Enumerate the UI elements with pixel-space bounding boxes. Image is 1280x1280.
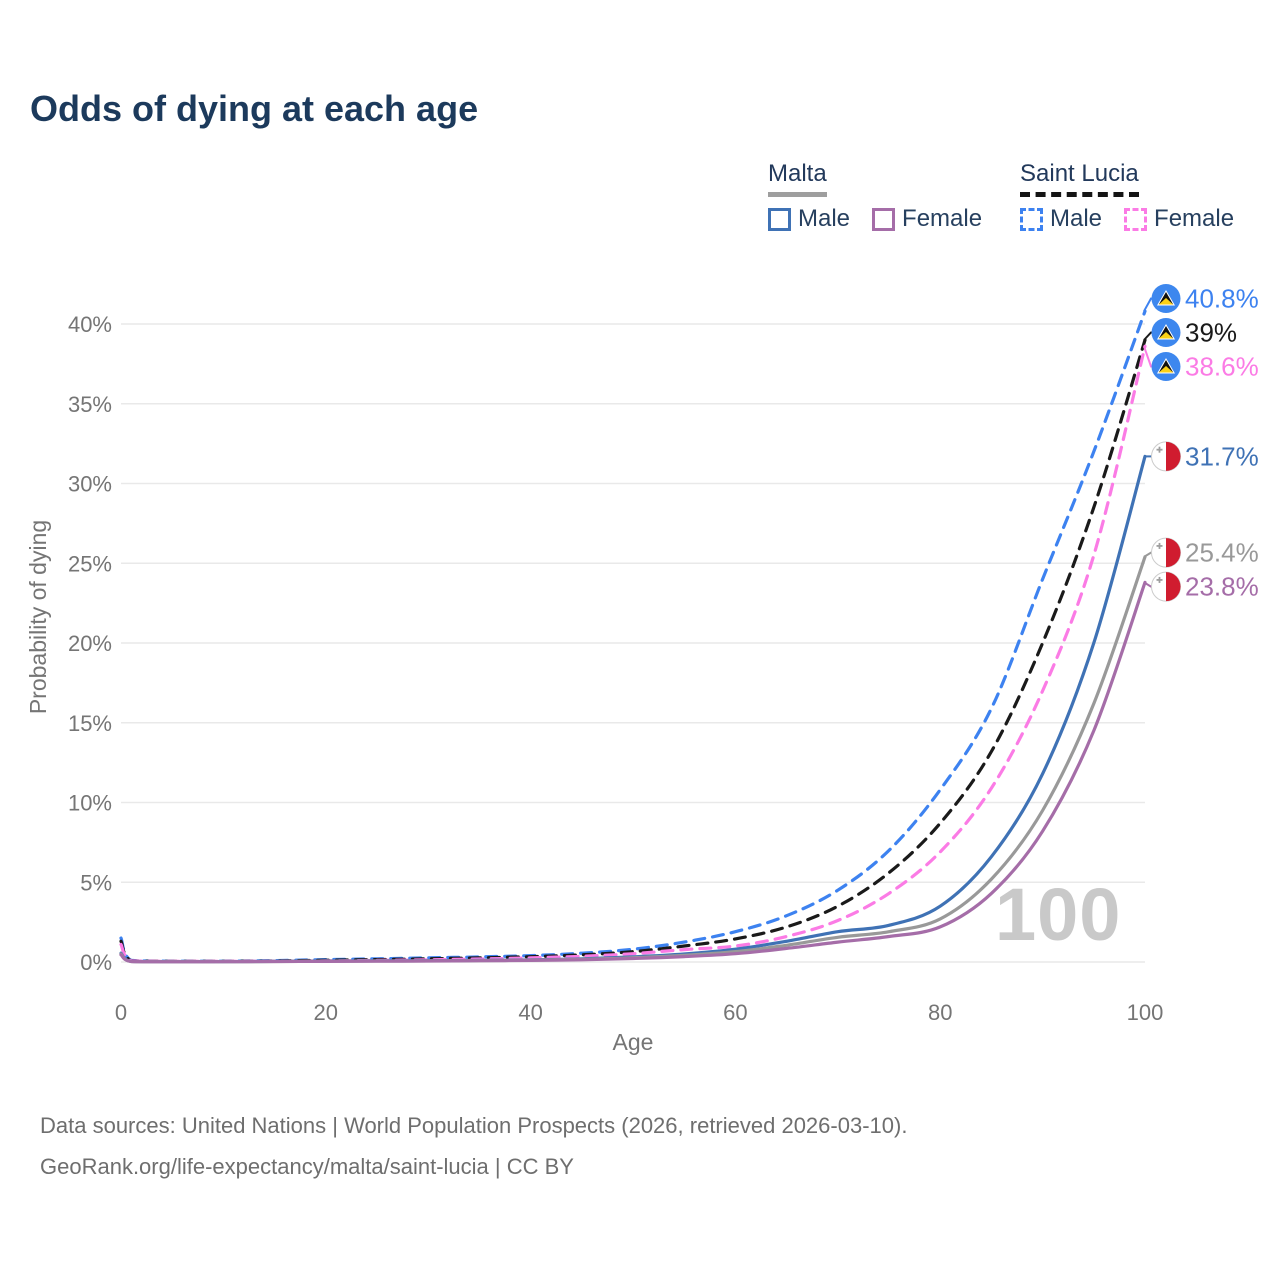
legend-item-label: Female [902, 205, 983, 232]
legend-item-label: Male [1050, 205, 1103, 232]
legend-group-malta: Malta Male Female [768, 160, 994, 233]
series-end-value-label: 39% [1185, 318, 1237, 348]
malta-male-swatch-icon [768, 207, 791, 231]
y-tick-label: 15% [68, 711, 112, 736]
x-tick-label: 80 [928, 1000, 952, 1025]
attribution-line: GeoRank.org/life-expectancy/malta/saint-… [40, 1153, 574, 1179]
saint-lucia-flag-icon [1151, 284, 1181, 314]
x-tick-label: 100 [1127, 1000, 1164, 1025]
series-end-value-label: 23.8% [1185, 572, 1259, 602]
footer: Data sources: United Nations | World Pop… [40, 1106, 907, 1187]
malta-flag-part [1158, 446, 1161, 453]
saint-lucia-flag-part [1158, 332, 1174, 339]
legend-malta-items: Male Female [768, 205, 994, 233]
malta-flag-icon [1151, 571, 1181, 602]
page-title: Odds of dying at each age [30, 88, 479, 129]
x-tick-label: 20 [314, 1000, 338, 1025]
legend-item-saint-lucia-female[interactable]: Female [1124, 205, 1234, 233]
malta-flag-part [1166, 538, 1181, 568]
saint-lucia-flag-part [1158, 366, 1174, 373]
malta-female-swatch-icon [872, 207, 896, 231]
saint-lucia-male-swatch-icon [1020, 207, 1043, 231]
data-sources-line: Data sources: United Nations | World Pop… [40, 1113, 908, 1138]
legend-item-malta-male[interactable]: Male [768, 205, 850, 233]
x-tick-label: 0 [115, 1000, 127, 1025]
legend-saint-lucia-items: Male Female [1020, 205, 1246, 233]
saint-lucia-female-swatch-icon [1124, 207, 1148, 231]
y-tick-label: 0% [80, 950, 112, 975]
x-tick-label: 40 [518, 1000, 542, 1025]
legend-item-label: Female [1154, 205, 1235, 232]
malta-flag-icon [1151, 537, 1181, 568]
legend-group-saint-lucia: Saint Lucia Male Female [1020, 160, 1246, 233]
series-end-value-label: 40.8% [1185, 284, 1259, 314]
series-line-saint-lucia-both [119, 338, 1147, 964]
series-end-value-label: 25.4% [1185, 538, 1259, 568]
legend-item-malta-female[interactable]: Female [872, 205, 982, 233]
age-counter-watermark: 100 [995, 873, 1122, 956]
series-end-value-label: 31.7% [1185, 441, 1259, 471]
legend-item-label: Male [798, 205, 851, 232]
series-line-saint-lucia-female [119, 344, 1147, 964]
malta-flag-part [1166, 441, 1181, 471]
series-line-malta-both [119, 555, 1147, 964]
y-tick-label: 35% [68, 392, 112, 417]
legend-country-malta[interactable]: Malta [768, 160, 827, 197]
y-tick-label: 40% [68, 312, 112, 337]
y-tick-label: 5% [80, 870, 112, 895]
saint-lucia-flag-icon [1151, 352, 1181, 382]
malta-flag-part [1158, 542, 1161, 549]
y-tick-label: 30% [68, 472, 112, 497]
y-tick-label: 20% [68, 631, 112, 656]
saint-lucia-flag-icon [1151, 318, 1181, 348]
x-axis-title: Age [613, 1029, 654, 1055]
malta-flag-part [1158, 576, 1161, 583]
legend-country-saint-lucia[interactable]: Saint Lucia [1020, 160, 1139, 197]
series-line-saint-lucia-male [119, 309, 1147, 963]
series-line-malta-male [119, 454, 1147, 964]
y-axis-title: Probability of dying [25, 520, 51, 714]
y-tick-label: 10% [68, 791, 112, 816]
series-end-value-label: 38.6% [1185, 352, 1259, 382]
saint-lucia-flag-part [1158, 298, 1174, 305]
series-line-malta-female [119, 580, 1147, 964]
malta-flag-part [1166, 572, 1181, 602]
malta-flag-icon [1151, 441, 1181, 472]
x-tick-label: 60 [723, 1000, 747, 1025]
legend-item-saint-lucia-male[interactable]: Male [1020, 205, 1102, 233]
y-tick-label: 25% [68, 551, 112, 576]
